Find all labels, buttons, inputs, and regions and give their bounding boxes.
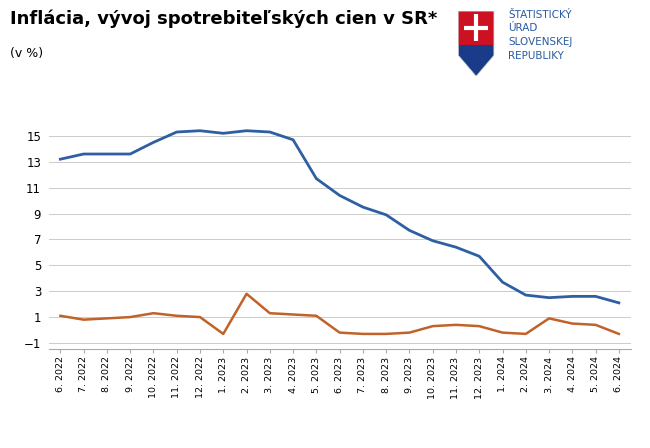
Text: (v %): (v %) bbox=[10, 47, 43, 60]
Text: ŠTATISTICKÝ
ÚRAD
SLOVENSKEJ
REPUBLIKY: ŠTATISTICKÝ ÚRAD SLOVENSKEJ REPUBLIKY bbox=[508, 10, 573, 60]
Polygon shape bbox=[458, 11, 494, 45]
Text: Inflácia, vývoj spotrebiteľských cien v SR*: Inflácia, vývoj spotrebiteľských cien v … bbox=[10, 10, 437, 28]
Polygon shape bbox=[458, 45, 494, 76]
